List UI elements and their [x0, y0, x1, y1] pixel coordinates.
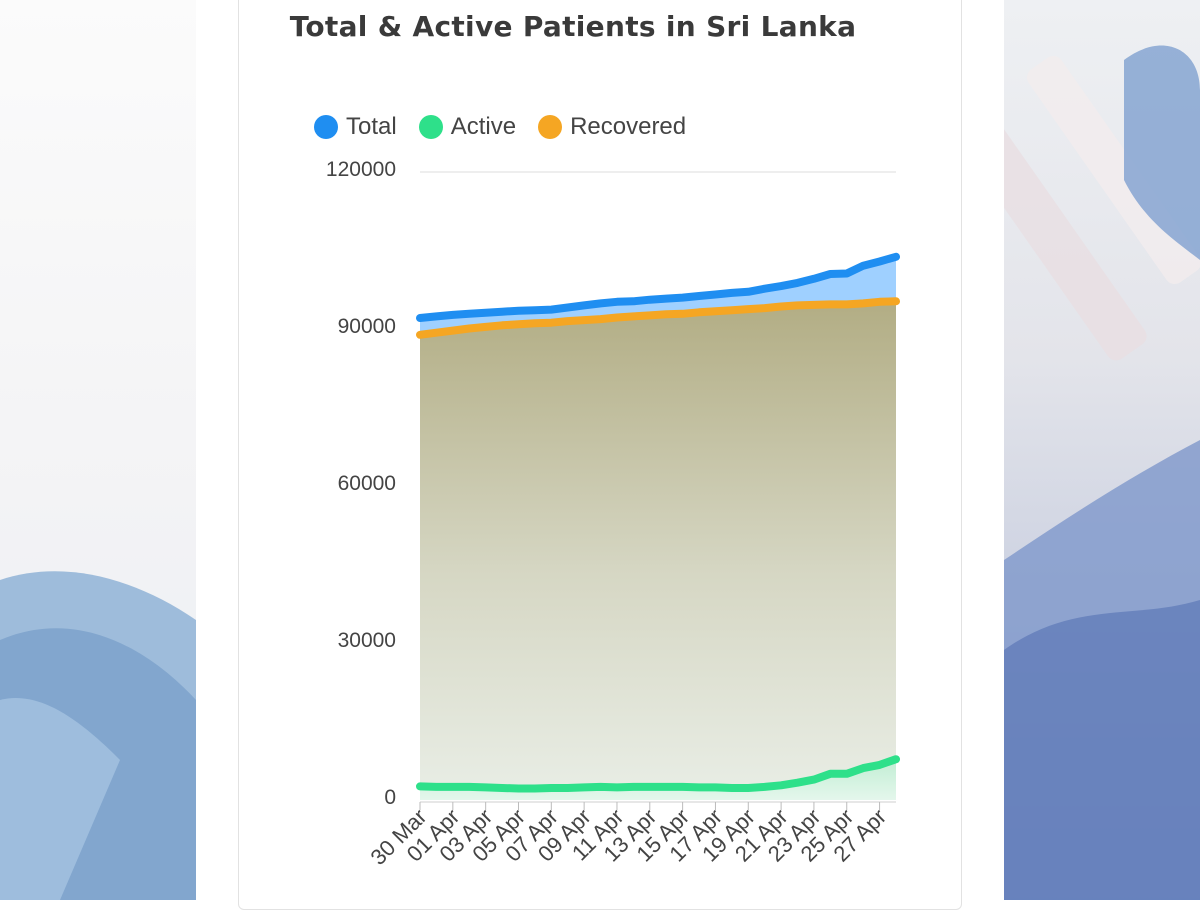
legend-marker-recovered	[538, 115, 563, 139]
glove-image-left	[0, 571, 196, 900]
legend-item-active[interactable]: Active	[418, 113, 517, 141]
chart-legend: Total Active Recovered	[314, 110, 686, 144]
legend-item-recovered[interactable]: Recovered	[538, 113, 686, 141]
legend-marker-active	[418, 115, 443, 139]
legend-item-total[interactable]: Total	[314, 113, 397, 141]
legend-marker-total	[314, 115, 338, 139]
lab-glove-image-right	[1004, 45, 1200, 900]
line-recovered	[416, 297, 900, 339]
line-total	[416, 252, 900, 322]
y-tick-label: 120000	[326, 158, 396, 181]
chart-title: Total & Active Patients in Sri Lanka	[289, 10, 857, 43]
area-recovered	[420, 301, 896, 800]
y-tick-label: 0	[384, 786, 396, 809]
line-active	[416, 755, 900, 793]
y-tick-label: 30000	[338, 629, 396, 652]
background-image-left	[0, 0, 196, 900]
legend-label-recovered: Recovered	[570, 113, 687, 140]
y-tick-label: 90000	[338, 315, 396, 338]
legend-label-total: Total	[346, 113, 397, 140]
legend-label-active: Active	[450, 113, 517, 140]
y-tick-label: 60000	[338, 472, 396, 495]
background-image-right	[1004, 0, 1200, 900]
